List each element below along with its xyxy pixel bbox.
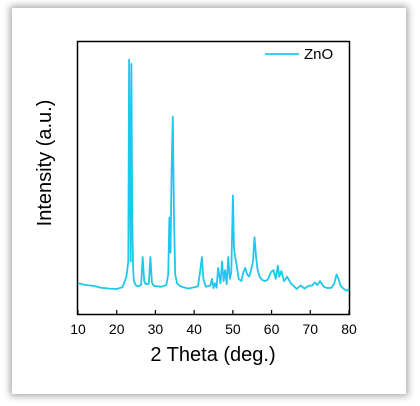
x-tick-label: 30 <box>148 321 164 337</box>
x-tick-label: 40 <box>186 321 202 337</box>
figure-card: 10 20 30 40 50 60 70 80 2 Theta (deg.) Intensit… <box>12 8 406 394</box>
x-tick-label: 70 <box>302 321 318 337</box>
x-tick-label: 50 <box>225 321 241 337</box>
plot-frame <box>76 40 351 316</box>
x-axis-ticks: 10 20 30 40 50 60 70 80 <box>70 310 357 337</box>
legend: ZnO <box>265 46 333 63</box>
x-tick-label: 20 <box>109 321 125 337</box>
y-axis-title: Intensity (a.u.) <box>34 100 56 227</box>
xrd-chart: 10 20 30 40 50 60 70 80 2 Theta (deg.) Intensit… <box>34 40 357 366</box>
x-tick-label: 10 <box>70 321 86 337</box>
x-tick-label: 60 <box>264 321 280 337</box>
series-line-zno <box>77 58 350 292</box>
x-tick-label: 80 <box>341 321 357 337</box>
x-axis-title: 2 Theta (deg.) <box>150 344 275 366</box>
legend-label-zno: ZnO <box>304 46 333 63</box>
